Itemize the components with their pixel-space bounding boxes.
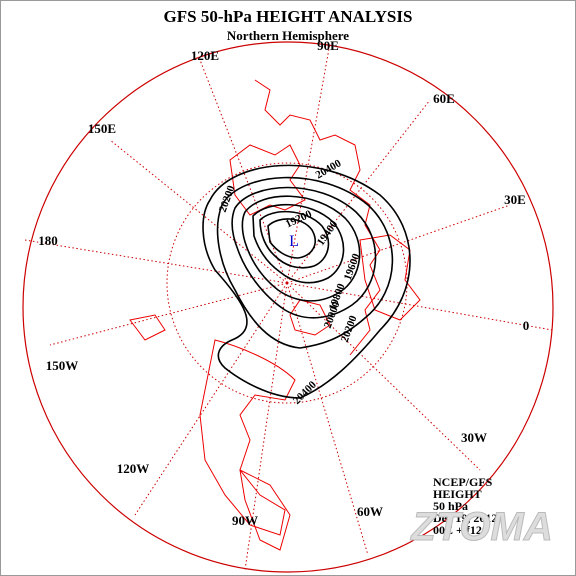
longitude-label: 90E xyxy=(317,38,339,53)
info-line: HEIGHT xyxy=(433,487,482,501)
longitude-label: 60W xyxy=(357,504,383,519)
contours xyxy=(202,164,411,399)
longitude-label: 150E xyxy=(88,121,116,136)
info-line: 00Z + f120 xyxy=(433,523,488,537)
subtitle: Northern Hemisphere xyxy=(227,28,349,43)
map-border xyxy=(22,41,554,573)
longitude-label: 150W xyxy=(46,358,79,373)
longitude-label: 30E xyxy=(504,192,526,207)
info-line: Dec 19, 2012 xyxy=(433,511,497,525)
longitude-label: 30W xyxy=(461,430,487,445)
low-marker: L xyxy=(289,233,299,250)
graticule xyxy=(24,42,553,571)
longitude-label: 90W xyxy=(232,513,258,528)
title: GFS 50-hPa HEIGHT ANALYSIS xyxy=(164,7,413,26)
longitude-label: 60E xyxy=(433,91,455,106)
watermark: ZTOMA xyxy=(410,505,552,549)
info-line: NCEP/GFS xyxy=(433,475,493,489)
info-line: 50 hPa xyxy=(433,499,468,513)
coastlines xyxy=(129,79,421,551)
longitude-label: 120E xyxy=(191,48,219,63)
longitude-label: 0 xyxy=(523,318,530,333)
longitude-label: 180 xyxy=(38,233,58,248)
longitude-label: 120W xyxy=(117,461,150,476)
